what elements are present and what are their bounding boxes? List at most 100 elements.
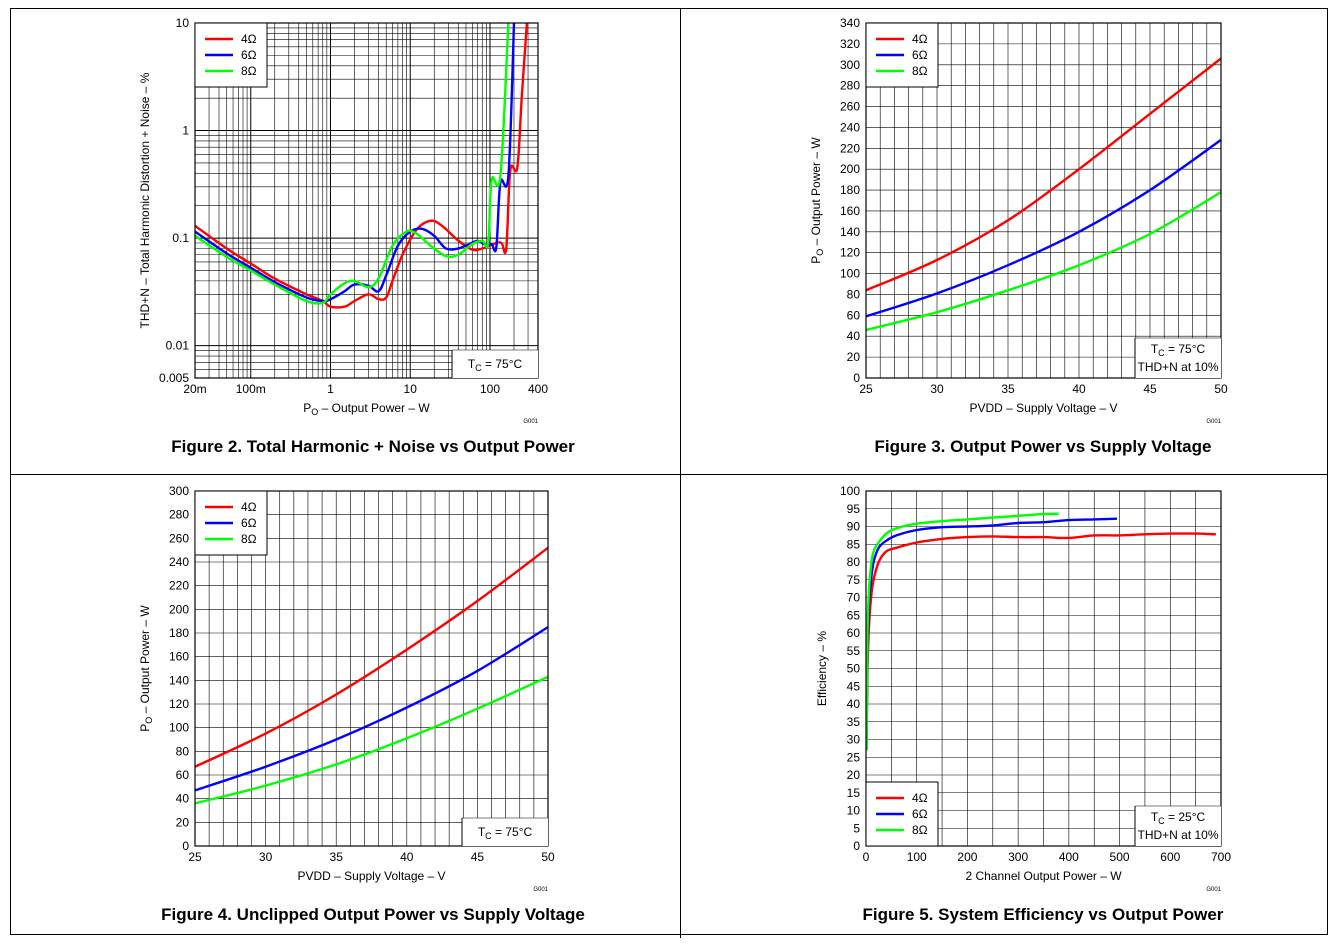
label-rest: = 25°C	[1165, 810, 1206, 824]
y-tick-label: 50	[847, 662, 861, 676]
legend-label: 8Ω	[241, 64, 257, 78]
label-rest: – Output Power – W	[138, 605, 152, 717]
figure-code: G001	[1206, 419, 1221, 425]
label-sub: C	[1158, 816, 1165, 826]
label-main: T	[1151, 342, 1159, 356]
y-tick-label: 70	[847, 591, 861, 605]
x-axis-label: PVDD – Supply Voltage – V	[969, 401, 1117, 415]
label-sub: O	[815, 249, 825, 256]
y-tick-label: 80	[176, 744, 190, 758]
series-line-4Ω	[195, 23, 529, 309]
annotation-box	[462, 818, 548, 846]
y-tick-label: 100	[840, 484, 860, 498]
series-group	[866, 57, 1221, 332]
y-tick-label: 55	[847, 644, 861, 658]
series-line-8Ω	[866, 512, 1059, 751]
series-line-4Ω	[866, 532, 1216, 740]
y-tick-label: 0	[182, 839, 189, 853]
x-tick-label: 40	[400, 850, 414, 864]
y-tick-label: 40	[176, 792, 190, 806]
y-tick-label: 45	[847, 679, 861, 693]
x-tick-label: 45	[471, 850, 485, 864]
annotation-box	[452, 350, 538, 378]
x-tick-label: 700	[1211, 850, 1231, 864]
x-tick-label: 400	[528, 382, 548, 396]
x-tick-label: 45	[1143, 382, 1157, 396]
annotation-box	[1135, 338, 1221, 378]
chart-5: 0 100 200 300 400 500 600 700 0 5 10 15 20 25 30 35 40 45…	[815, 484, 1231, 924]
y-tick-label: 10	[176, 16, 190, 30]
legend-label: 8Ω	[912, 64, 928, 78]
series-group	[195, 546, 548, 805]
label-main: 2 Channel Output Power – W	[965, 869, 1122, 883]
plot-frame	[194, 490, 549, 847]
y-tick-label: 300	[840, 58, 860, 72]
legend-label: 4Ω	[241, 32, 257, 46]
x-tick-label: 20m	[183, 382, 206, 396]
label-sub: O	[311, 407, 318, 417]
y-tick-label: 0	[853, 371, 860, 385]
x-tick-label: 50	[1214, 382, 1228, 396]
y-tick-label: 220	[840, 141, 860, 155]
x-tick-label: 25	[188, 850, 202, 864]
x-tick-label: 0	[863, 850, 870, 864]
x-tick-label: 35	[1001, 382, 1015, 396]
y-tick-label: 60	[847, 308, 861, 322]
y-tick-label: 95	[847, 502, 861, 516]
x-axis-label: PVDD – Supply Voltage – V	[297, 869, 445, 883]
legend-label: 6Ω	[241, 516, 257, 530]
figure-code: G001	[1206, 887, 1221, 893]
x-axis-label: 2 Channel Output Power – W	[965, 869, 1122, 883]
y-tick-label: 120	[169, 697, 189, 711]
series-group	[866, 512, 1216, 751]
plot-frame	[194, 22, 539, 379]
figure-title: Figure 5. System Efficiency vs Output Po…	[863, 905, 1224, 924]
y-tick-label: 5	[853, 821, 860, 835]
label-main: T	[1151, 810, 1159, 824]
y-tick-label: 20	[176, 815, 190, 829]
annotation-box	[1135, 806, 1221, 846]
legend-label: 4Ω	[241, 500, 257, 514]
y-tick-label: 240	[169, 555, 189, 569]
chart-2: 20m 100m 1 10 100 400 0.005 0.01 0.1 1 10 PO – Outp…	[138, 16, 575, 456]
series-line-6Ω	[866, 517, 1118, 751]
y-tick-label: 180	[840, 183, 860, 197]
y-tick-label: 260	[840, 100, 860, 114]
series-line-6Ω	[195, 626, 548, 792]
y-tick-label: 80	[847, 555, 861, 569]
label-main: PVDD – Supply Voltage – V	[969, 401, 1117, 415]
plot-frame	[865, 490, 1222, 847]
label-sub: C	[485, 831, 492, 841]
y-tick-label: 140	[840, 225, 860, 239]
annotation-condition: THD+N at 10%	[1137, 828, 1218, 842]
y-tick-label: 0	[853, 839, 860, 853]
label-sub: O	[144, 717, 154, 724]
label-sub: C	[1158, 348, 1165, 358]
y-tick-label: 140	[169, 673, 189, 687]
x-tick-label: 100m	[236, 382, 266, 396]
legend-label: 6Ω	[912, 807, 928, 821]
x-tick-label: 500	[1110, 850, 1130, 864]
y-axis-label: Efficiency – %	[815, 631, 829, 706]
label-rest: = 75°C	[482, 357, 523, 371]
y-axis-label: PO – Output Power – W	[138, 605, 154, 732]
y-tick-label: 0.005	[159, 371, 189, 385]
y-tick-label: 220	[169, 579, 189, 593]
x-tick-label: 50	[541, 850, 555, 864]
x-tick-label: 100	[907, 850, 927, 864]
label-main: P	[303, 401, 311, 415]
y-tick-label: 200	[840, 162, 860, 176]
legend-label: 6Ω	[912, 48, 928, 62]
y-tick-label: 85	[847, 537, 861, 551]
label-main: T	[468, 357, 476, 371]
y-tick-label: 320	[840, 37, 860, 51]
figure-title: Figure 3. Output Power vs Supply Voltage	[875, 437, 1212, 456]
figure-code: G001	[533, 887, 548, 893]
x-tick-label: 40	[1072, 382, 1086, 396]
y-tick-label: 30	[847, 733, 861, 747]
y-tick-label: 80	[847, 287, 861, 301]
y-tick-label: 120	[840, 246, 860, 260]
y-tick-label: 40	[847, 329, 861, 343]
